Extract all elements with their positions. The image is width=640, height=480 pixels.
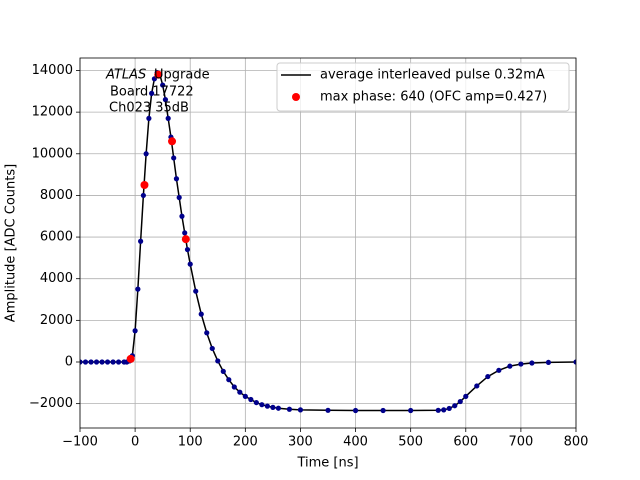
pulse-sample	[253, 399, 259, 406]
pulse-sample	[529, 360, 535, 366]
legend-label: average interleaved pulse 0.32mA	[320, 68, 545, 83]
pulse-sample	[297, 407, 304, 413]
phase-point	[168, 137, 177, 146]
x-axis-label: Time [ns]	[296, 456, 358, 471]
pulse-sample	[452, 403, 458, 409]
plot	[80, 69, 576, 414]
y-tick-label: 6000	[40, 230, 73, 245]
pulse-sample	[573, 359, 576, 365]
pulse-sample	[184, 246, 191, 253]
pulse-sample	[165, 115, 171, 121]
annotation-italic: ATLAS	[105, 68, 146, 83]
pulse-sample	[146, 115, 152, 121]
phase-point	[154, 70, 163, 79]
pulse-sample	[286, 406, 293, 412]
pulse-sample	[209, 345, 215, 352]
pulse-sample	[215, 358, 221, 364]
y-tick-label: 4000	[40, 271, 73, 286]
pulse-sample	[115, 359, 122, 365]
pulse-sample	[325, 407, 331, 413]
y-axis-label: Amplitude [ADC Counts]	[4, 164, 19, 322]
y-tick-label: 10000	[32, 146, 73, 161]
x-tick-label: 200	[233, 435, 258, 450]
annotation-text: Upgrade	[154, 68, 210, 83]
pulse-sample	[242, 393, 248, 399]
axes-frame	[79, 57, 577, 429]
y-tick-label: −2000	[29, 396, 73, 411]
pulse-sample	[248, 396, 254, 403]
x-tick-label: 500	[398, 435, 423, 450]
annotation-text: Ch023 35dB	[109, 101, 189, 116]
pulse-sample	[82, 359, 89, 365]
pulse-sample	[187, 261, 193, 267]
pulse-sample	[171, 155, 177, 161]
pulse-sample	[80, 359, 83, 365]
x-tick-label: 700	[508, 435, 533, 450]
pulse-sample	[485, 373, 491, 380]
x-tick-label: 300	[288, 435, 313, 450]
pulse-sample	[518, 361, 524, 367]
y-tick-label: 2000	[40, 313, 73, 328]
y-tick-label: 14000	[32, 63, 73, 78]
pulse-sample	[143, 151, 149, 157]
y-tick-label: 0	[65, 354, 73, 369]
legend-box	[276, 62, 570, 112]
annotation-text: Board 17722	[110, 85, 194, 100]
pulse-sample	[204, 330, 210, 336]
pulse-sample	[435, 407, 441, 413]
x-tick-label: 0	[131, 435, 139, 450]
pulse-sample	[259, 402, 265, 408]
pulse-sample	[140, 192, 146, 199]
pulse-sample	[132, 328, 138, 334]
x-tick-label: 100	[178, 435, 203, 450]
pulse-sample	[496, 367, 502, 373]
y-tick-label: 12000	[32, 105, 73, 120]
pulse-sample	[160, 82, 166, 88]
x-tick-label: 400	[343, 435, 368, 450]
x-tick-label: 800	[564, 435, 589, 450]
pulse-sample	[457, 398, 463, 405]
pulse-sample	[198, 311, 204, 317]
pulse-sample	[173, 176, 180, 182]
pulse-sample	[380, 407, 386, 414]
pulse-sample	[474, 383, 480, 389]
pulse-sample	[99, 359, 105, 365]
legend-label: max phase: 640 (OFC amp=0.427)	[320, 90, 547, 105]
x-tick-label: −100	[62, 435, 98, 450]
pulse-sample	[264, 403, 270, 409]
pulse-sample	[463, 393, 469, 399]
pulse-sample	[104, 359, 111, 365]
pulse-sample	[352, 407, 359, 414]
pulse-sample	[138, 238, 144, 244]
pulse-sample	[135, 286, 141, 292]
pulse-sample	[441, 407, 447, 413]
pulse-sample	[231, 384, 237, 390]
pulse-sample	[193, 288, 199, 294]
y-tick-label: 8000	[40, 188, 73, 203]
pulse-sample	[507, 363, 513, 369]
phase-point	[126, 354, 135, 363]
pulse-sample	[149, 90, 155, 96]
pulse-sample	[182, 230, 188, 236]
phase-point	[181, 235, 190, 244]
pulse-sample	[270, 404, 276, 410]
pulse-sample	[226, 377, 232, 383]
pulse-sample	[176, 194, 182, 201]
pulse-sample	[545, 359, 552, 366]
pulse-sample	[220, 368, 226, 374]
pulse-sample	[93, 359, 100, 365]
pulse-sample	[446, 405, 452, 412]
pulse-sample	[237, 389, 243, 395]
pulse-sample	[179, 213, 185, 219]
pulse-sample	[162, 97, 169, 103]
pulse-line	[80, 71, 576, 412]
pulse-sample	[275, 405, 281, 411]
pulse-sample	[408, 407, 414, 414]
legend-marker	[292, 93, 300, 101]
x-tick-label: 600	[453, 435, 478, 450]
pulse-sample	[88, 359, 94, 365]
pulse-sample	[110, 359, 116, 365]
phase-point	[140, 181, 149, 190]
